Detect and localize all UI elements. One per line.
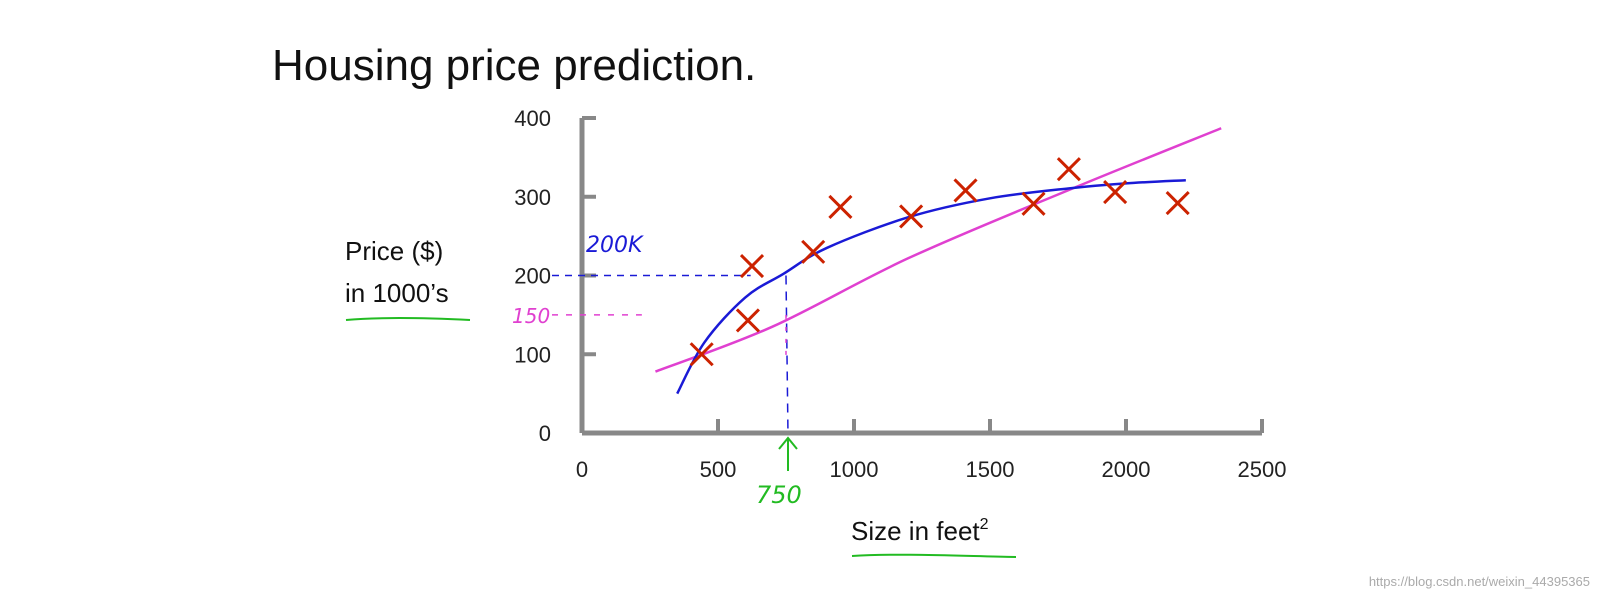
x-tick-label: 1000 (830, 457, 879, 482)
series-line-2 (676, 178, 1186, 395)
x-tick-label: 2500 (1238, 457, 1287, 482)
x-axis-label-main: Size in feet (851, 516, 980, 546)
y-tick-label: 300 (514, 185, 551, 210)
data-points (689, 157, 1190, 367)
annotation-150: 150 (512, 304, 550, 328)
series-line-1 (654, 127, 1222, 373)
y-tick-label: 200 (514, 264, 551, 289)
chart-title: Housing price prediction. (272, 41, 756, 90)
data-point (739, 253, 765, 279)
y-tick-label: 0 (539, 421, 551, 446)
x-ticks: 0 500 1000 1500 2000 2500 (576, 419, 1287, 482)
data-point (1165, 190, 1190, 216)
x-axis-label-underline (851, 553, 1017, 558)
data-point-stroke (1103, 179, 1128, 205)
x-tick-label: 0 (576, 457, 588, 482)
x-axis-label-superscript: 2 (980, 516, 989, 533)
data-point-stroke (1165, 190, 1190, 216)
data-point-stroke (953, 178, 978, 203)
data-point (801, 239, 826, 264)
data-point (735, 308, 760, 333)
data-point (828, 194, 853, 220)
data-point (1021, 191, 1046, 216)
x-axis-label: Size in feet2 (851, 516, 989, 546)
annotations: 200K 150 750 (512, 233, 802, 509)
x-tick-label: 2000 (1102, 457, 1151, 482)
x-tick-label: 1500 (966, 457, 1015, 482)
y-tick-label: 100 (514, 342, 551, 367)
watermark: https://blog.csdn.net/weixin_44395365 (1369, 574, 1590, 589)
data-point (1056, 157, 1081, 182)
fit-lines (654, 127, 1222, 395)
data-point (1103, 179, 1128, 205)
data-point-stroke (1021, 191, 1046, 216)
data-point (953, 178, 978, 203)
y-axis-label-line2: in 1000’s (345, 278, 449, 308)
data-point-stroke (801, 239, 826, 264)
guide-750-vertical (785, 275, 789, 436)
annotation-200k: 200K (586, 233, 644, 258)
y-axis-label-underline (345, 317, 471, 321)
data-point-stroke (689, 342, 714, 367)
guide-lines (552, 274, 789, 436)
y-axis-label-line1: Price ($) (345, 236, 443, 266)
data-point-stroke (899, 204, 924, 229)
y-ticks: 0 100 200 300 400 (514, 106, 596, 446)
data-point-stroke (1056, 157, 1081, 182)
data-point (689, 342, 714, 367)
y-tick-label: 400 (514, 106, 551, 131)
data-point (899, 204, 924, 229)
annotation-750: 750 (756, 481, 802, 509)
data-point-stroke (828, 194, 853, 220)
annotation-arrow-head (778, 436, 798, 450)
x-tick-label: 500 (700, 457, 737, 482)
data-point-stroke (735, 308, 760, 333)
data-point-stroke (739, 253, 765, 279)
